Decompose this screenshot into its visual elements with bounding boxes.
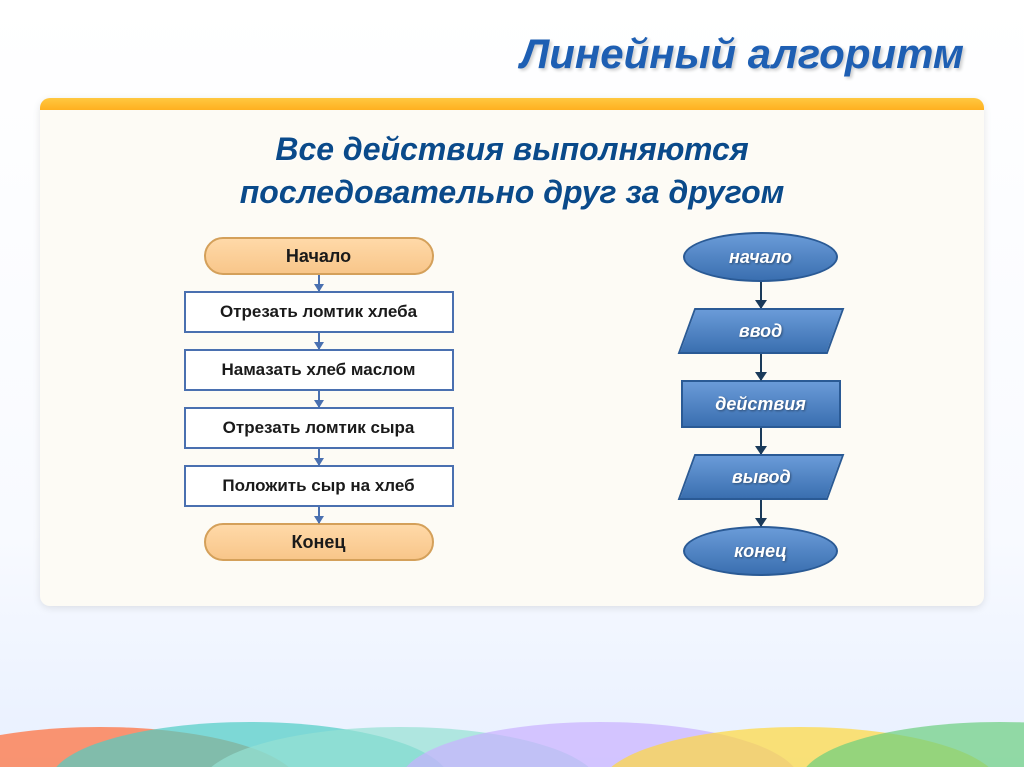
subtitle-line2: последовательно друг за другом [240,174,785,210]
process-step: Отрезать ломтик хлеба [184,291,454,333]
arrow-down-icon [318,391,320,407]
end-ellipse: конец [683,526,838,576]
start-ellipse: начало [683,232,838,282]
slide: Линейный алгоритм Все действия выполняют… [0,0,1024,767]
arrow-down-icon [760,428,762,454]
content-panel: Все действия выполняются последовательно… [40,98,984,606]
left-flowchart: Начало Отрезать ломтик хлеба Намазать хл… [184,237,454,561]
process-step: Положить сыр на хлеб [184,465,454,507]
arrow-down-icon [760,282,762,308]
subtitle-line1: Все действия выполняются [275,131,748,167]
arrow-down-icon [760,500,762,526]
panel-header-bar [40,98,984,110]
process-step: Отрезать ломтик сыра [184,407,454,449]
input-parallelogram: ввод [677,308,844,354]
arrow-down-icon [760,354,762,380]
arrow-down-icon [318,449,320,465]
bottom-decoration [0,677,1024,767]
arrow-down-icon [318,333,320,349]
start-terminator: Начало [204,237,434,275]
subtitle: Все действия выполняются последовательно… [40,110,984,222]
output-parallelogram: вывод [677,454,844,500]
right-flowchart: начало ввод действия вывод конец [681,232,841,576]
input-label: ввод [739,321,782,342]
diagrams-row: Начало Отрезать ломтик хлеба Намазать хл… [40,222,984,576]
end-terminator: Конец [204,523,434,561]
output-label: вывод [731,467,790,488]
process-box: действия [681,380,841,428]
arrow-down-icon [318,275,320,291]
process-step: Намазать хлеб маслом [184,349,454,391]
arrow-down-icon [318,507,320,523]
page-title: Линейный алгоритм [0,0,1024,98]
